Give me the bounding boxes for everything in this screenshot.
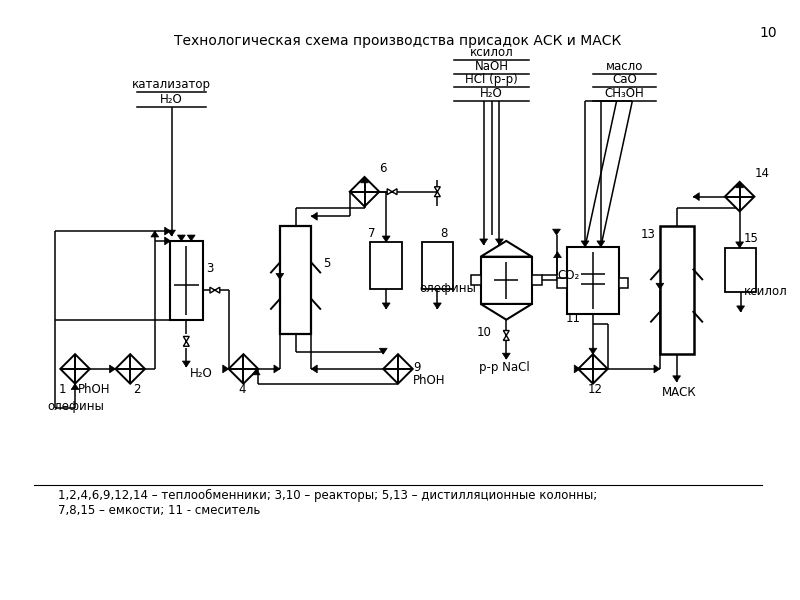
- Polygon shape: [737, 306, 745, 312]
- Polygon shape: [229, 354, 258, 383]
- Text: PhOH: PhOH: [413, 374, 446, 386]
- Polygon shape: [581, 241, 589, 247]
- Polygon shape: [725, 182, 754, 211]
- Text: 5: 5: [323, 257, 330, 271]
- Polygon shape: [673, 376, 681, 382]
- Polygon shape: [165, 237, 170, 245]
- Text: HCl (р-р): HCl (р-р): [465, 73, 518, 86]
- Polygon shape: [502, 353, 510, 359]
- Text: олефины: олефины: [47, 400, 104, 413]
- Polygon shape: [379, 348, 387, 354]
- Text: H₂O: H₂O: [190, 367, 213, 380]
- Text: 10: 10: [477, 326, 492, 340]
- Text: олефины: олефины: [420, 282, 477, 295]
- Polygon shape: [553, 229, 561, 235]
- Polygon shape: [178, 235, 186, 241]
- Polygon shape: [503, 331, 510, 340]
- Text: 10: 10: [759, 26, 777, 40]
- Polygon shape: [71, 383, 79, 389]
- Text: 3: 3: [206, 262, 214, 275]
- Polygon shape: [382, 236, 390, 242]
- Bar: [170, 241, 203, 320]
- Polygon shape: [654, 365, 660, 373]
- Text: PhOH: PhOH: [78, 383, 110, 397]
- Bar: [471, 275, 481, 285]
- Polygon shape: [481, 241, 532, 257]
- Text: масло: масло: [606, 59, 643, 73]
- Text: ксилол: ксилол: [743, 285, 787, 298]
- Polygon shape: [383, 354, 413, 383]
- Text: катализатор: катализатор: [132, 78, 211, 91]
- Polygon shape: [554, 252, 562, 257]
- Text: CH₃OH: CH₃OH: [605, 87, 644, 100]
- Polygon shape: [182, 361, 190, 367]
- Bar: [558, 278, 567, 288]
- Text: Технологическая схема производства присадок АСК и МАСК: Технологическая схема производства приса…: [174, 34, 622, 48]
- Text: H₂O: H₂O: [160, 93, 183, 106]
- Polygon shape: [110, 365, 115, 373]
- Bar: [422, 242, 453, 289]
- Polygon shape: [183, 337, 190, 346]
- Text: 14: 14: [754, 167, 770, 180]
- Text: 1: 1: [58, 383, 66, 397]
- Polygon shape: [361, 177, 369, 183]
- Polygon shape: [311, 212, 318, 220]
- Text: 9: 9: [413, 361, 420, 374]
- Polygon shape: [274, 365, 280, 373]
- Polygon shape: [276, 274, 284, 280]
- Text: H₂O: H₂O: [480, 87, 503, 100]
- Polygon shape: [151, 231, 158, 237]
- Text: 2: 2: [133, 383, 141, 397]
- Polygon shape: [187, 235, 195, 241]
- Text: р-р NaCl: р-р NaCl: [478, 361, 530, 374]
- Polygon shape: [578, 354, 608, 383]
- Bar: [725, 248, 756, 292]
- Bar: [280, 226, 311, 334]
- Polygon shape: [387, 189, 397, 194]
- Text: CaO: CaO: [612, 73, 637, 86]
- Bar: [660, 226, 694, 354]
- Bar: [370, 242, 402, 289]
- Polygon shape: [574, 365, 580, 373]
- Bar: [567, 247, 618, 314]
- Text: МАСК: МАСК: [662, 386, 697, 398]
- Polygon shape: [597, 241, 605, 247]
- Polygon shape: [736, 242, 743, 248]
- Bar: [532, 275, 542, 285]
- Polygon shape: [694, 193, 699, 200]
- Text: 6: 6: [379, 162, 386, 175]
- Polygon shape: [434, 187, 440, 197]
- Text: 1,2,4,6,9,12,14 – теплообменники; 3,10 – реакторы; 5,13 – дистилляционные колонн: 1,2,4,6,9,12,14 – теплообменники; 3,10 –…: [58, 489, 598, 517]
- Polygon shape: [210, 287, 220, 293]
- Polygon shape: [60, 354, 90, 383]
- Polygon shape: [481, 304, 532, 320]
- Text: ксилол: ксилол: [470, 46, 514, 59]
- Polygon shape: [168, 230, 175, 236]
- Polygon shape: [434, 303, 442, 309]
- Text: CO₂: CO₂: [558, 269, 580, 282]
- Text: 4: 4: [238, 383, 246, 397]
- Polygon shape: [350, 177, 379, 206]
- Polygon shape: [165, 227, 170, 235]
- Polygon shape: [115, 354, 145, 383]
- Polygon shape: [495, 239, 503, 245]
- Text: 13: 13: [640, 228, 655, 241]
- Polygon shape: [736, 182, 743, 188]
- Text: 15: 15: [743, 232, 758, 245]
- Polygon shape: [252, 369, 260, 375]
- Text: 8: 8: [440, 227, 448, 240]
- Polygon shape: [311, 365, 318, 373]
- Polygon shape: [656, 283, 664, 289]
- Polygon shape: [382, 303, 390, 309]
- Bar: [618, 278, 628, 288]
- Text: 12: 12: [588, 383, 603, 397]
- Text: 11: 11: [566, 311, 580, 325]
- Polygon shape: [480, 239, 487, 245]
- Text: 7: 7: [369, 227, 376, 240]
- Polygon shape: [589, 348, 597, 354]
- Bar: [481, 257, 532, 304]
- Polygon shape: [222, 365, 229, 373]
- Text: NaOH: NaOH: [474, 59, 509, 73]
